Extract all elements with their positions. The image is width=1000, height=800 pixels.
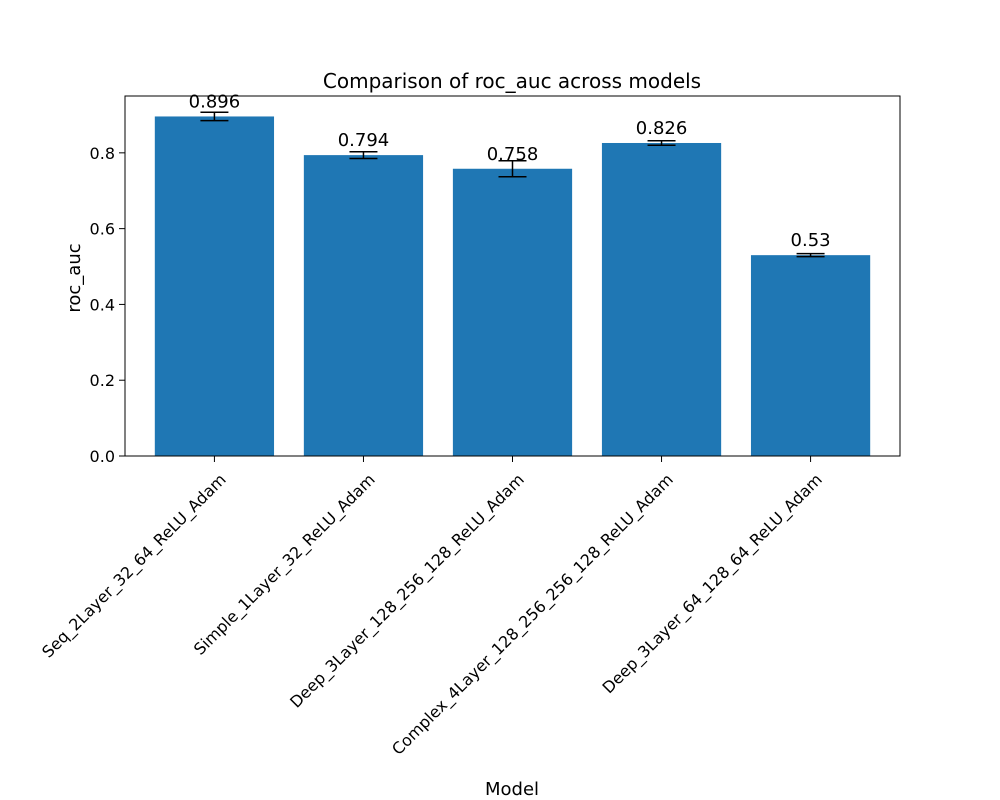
- value-labels-group: 0.896 0.794 0.758 0.826 0.53: [189, 91, 831, 251]
- y-axis-label: roc_auc: [64, 243, 85, 312]
- data-label: 0.896: [189, 91, 241, 112]
- y-tick-label: 0.2: [90, 371, 115, 390]
- data-label: 0.758: [487, 144, 539, 165]
- bar: [303, 155, 424, 456]
- y-tick-label: 0.6: [90, 220, 115, 239]
- bar: [750, 255, 871, 456]
- y-tick-label: 0.8: [90, 144, 115, 163]
- x-axis-label: Model: [485, 779, 539, 800]
- data-label: 0.53: [791, 230, 831, 251]
- data-label: 0.794: [338, 130, 390, 151]
- chart-title: Comparison of roc_auc across models: [323, 69, 701, 93]
- bars-group: [154, 116, 871, 457]
- x-axis-ticks: Seq_2Layer_32_64_ReLU_AdamSimple_1Layer_…: [38, 456, 827, 759]
- y-tick-label: 0.4: [90, 295, 115, 314]
- x-tick-label: Deep_3Layer_128_256_128_ReLU_Adam: [286, 470, 528, 712]
- error-bars-group: [200, 111, 825, 258]
- data-label: 0.826: [636, 118, 688, 139]
- x-tick-label: Simple_1Layer_32_ReLU_Adam: [190, 470, 380, 660]
- x-tick-label: Complex_4Layer_128_256_256_128_ReLU_Adam: [388, 470, 677, 759]
- bar: [601, 142, 722, 456]
- bar: [154, 116, 275, 456]
- y-axis-ticks: 0.0 0.2 0.4 0.6 0.8: [90, 144, 125, 466]
- y-tick-label: 0.0: [90, 447, 115, 466]
- bar: [452, 168, 573, 457]
